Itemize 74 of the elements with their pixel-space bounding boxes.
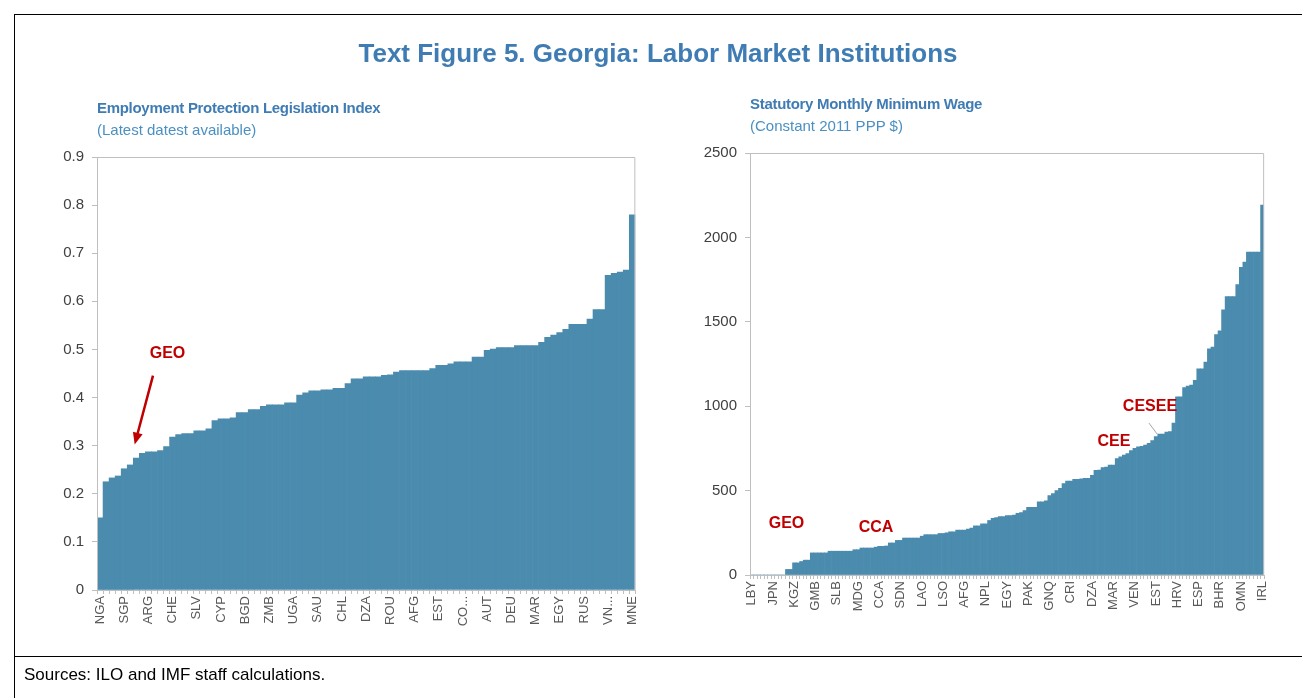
y-tick-label: 500	[711, 480, 737, 498]
chart-subtitle: (Constant 2011 PPP $)	[750, 117, 903, 134]
x-tick-label: HRV	[1168, 580, 1184, 609]
annotation: GEO	[149, 344, 186, 362]
y-tick-label: 1500	[703, 311, 737, 329]
x-tick-label: VEN	[1126, 581, 1142, 608]
x-tick-label: MNE	[623, 595, 639, 625]
x-tick-label: LSO	[934, 581, 950, 608]
y-tick-label: 2500	[703, 143, 737, 161]
x-tick-label: ESP	[1190, 581, 1206, 608]
y-tick-label: 0	[75, 580, 84, 598]
chart-title: Employment Protection Legislation Index	[97, 99, 381, 116]
x-tick-label: MAR	[527, 596, 543, 625]
x-tick-label: BHR	[1211, 581, 1227, 609]
text: Text Figure 5. Georgia: Labor Market Institutions	[357, 38, 959, 69]
y-tick-label: 0.2	[63, 483, 84, 501]
x-tick-label: GNQ	[1041, 581, 1057, 611]
y-tick-label: 1000	[703, 396, 737, 414]
x-tick-label: ARG	[139, 596, 155, 625]
y-tick-label: 2000	[703, 227, 737, 245]
y-tick-label: 0.1	[63, 532, 84, 550]
x-tick-label: CHE	[164, 595, 180, 624]
x-tick-label: DEU	[502, 596, 518, 624]
x-tick-label: ROU	[381, 596, 397, 625]
x-tick-label: CHL	[333, 596, 349, 623]
annotation: CEE	[1097, 432, 1131, 450]
x-tick-label: CYP	[212, 596, 228, 623]
x-tick-label: MAR	[1105, 581, 1121, 610]
x-tick-label: SAU	[309, 596, 325, 623]
x-tick-label: EST	[430, 595, 446, 622]
y-tick-label: 0	[728, 565, 737, 583]
x-tick-label: PAK	[1019, 580, 1035, 607]
annotation: GEO	[768, 513, 805, 531]
x-tick-label: AFG	[406, 596, 422, 623]
x-tick-label: LAO	[913, 581, 929, 608]
x-tick-label: ZMB	[260, 596, 276, 624]
x-tick-label: DZA	[1083, 580, 1099, 607]
x-tick-label: JPN	[764, 581, 780, 606]
x-tick-label: NPL	[977, 581, 993, 607]
x-tick-label: EGY	[998, 580, 1014, 609]
x-tick-label: OMN	[1232, 581, 1248, 612]
x-tick-label: IRL	[1253, 581, 1269, 602]
x-tick-label: NGA	[91, 595, 107, 625]
y-tick-label: 0.5	[63, 339, 84, 357]
x-tick-label: CRI	[1062, 581, 1078, 604]
x-tick-label: MDG	[849, 581, 865, 612]
chart-title: Statutory Monthly Minimum Wage	[750, 95, 983, 112]
x-tick-label: SLV	[188, 595, 204, 620]
y-tick-label: 0.8	[63, 195, 84, 213]
x-tick-label: EGY	[551, 595, 567, 624]
y-tick-label: 0.4	[63, 387, 84, 405]
x-tick-label: DZA	[357, 595, 373, 622]
x-tick-label: AUT	[478, 595, 494, 622]
y-tick-label: 0.6	[63, 291, 84, 309]
y-tick-label: 0.3	[63, 435, 84, 453]
x-tick-label: SLB	[828, 581, 844, 606]
x-tick-label: BGD	[236, 596, 252, 625]
annotation: CCA	[858, 517, 894, 535]
x-tick-label: EST	[1147, 580, 1163, 607]
x-tick-label: SGP	[115, 596, 131, 624]
x-tick-label: LBY	[743, 580, 759, 606]
x-tick-label: CO...	[454, 596, 470, 627]
x-tick-label: CCA	[871, 580, 886, 609]
y-tick-label: 0.9	[63, 147, 84, 165]
x-tick-label: AFG	[956, 581, 972, 608]
source-note: Sources: ILO and IMF staff calculations.	[24, 665, 326, 685]
x-tick-label: KGZ	[785, 580, 801, 608]
x-tick-label: UGA	[285, 595, 301, 625]
y-tick-label: 0.7	[63, 243, 84, 261]
chart-subtitle: (Latest datest available)	[97, 121, 257, 138]
x-tick-label: SDN	[892, 581, 908, 609]
x-tick-label: VN...	[599, 596, 615, 625]
x-tick-label: GMB	[807, 581, 823, 611]
x-tick-label: RUS	[575, 595, 591, 624]
